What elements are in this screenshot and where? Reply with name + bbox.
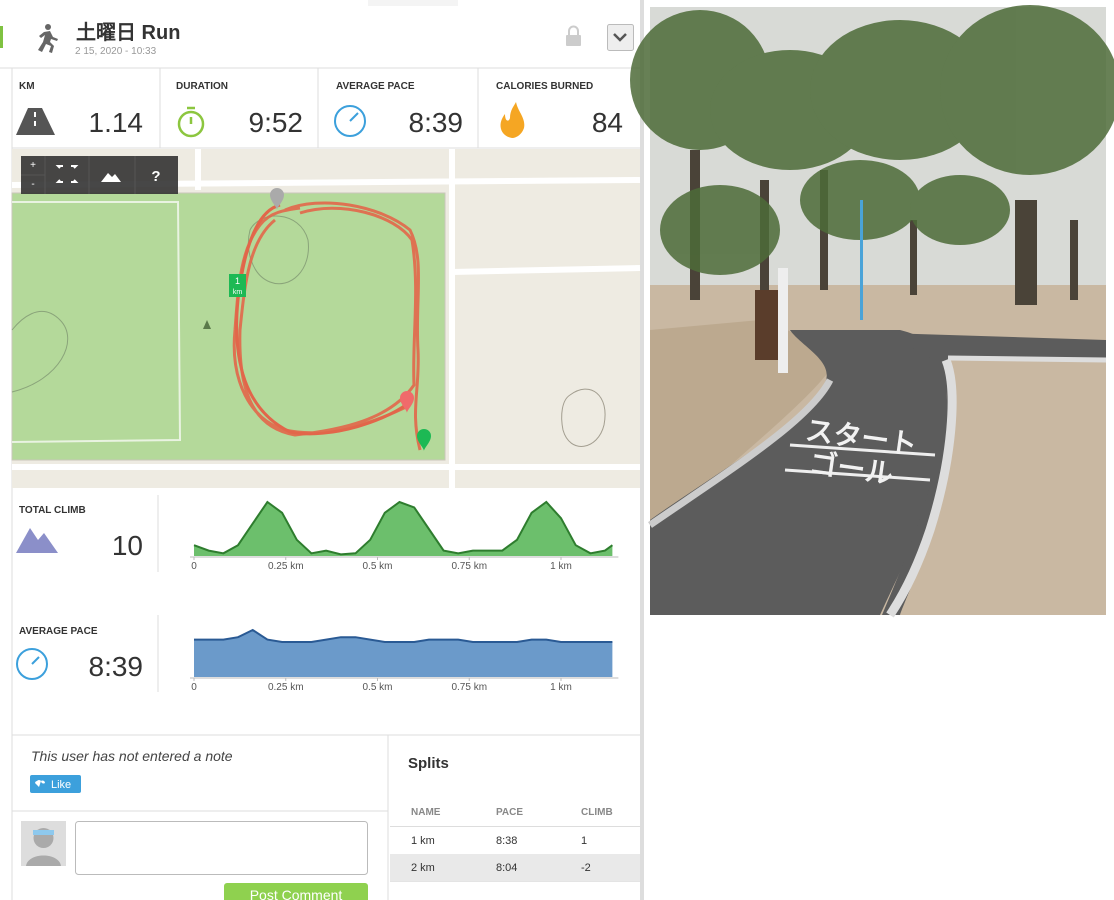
section-label: TOTAL CLIMB xyxy=(19,505,86,516)
map-marker: 1 xyxy=(235,276,240,286)
title: 土曜日 Run xyxy=(76,21,180,44)
tab xyxy=(368,0,458,6)
stat-value: 84 xyxy=(592,107,623,138)
avatar xyxy=(21,821,66,866)
zoom-out[interactable]: - xyxy=(31,179,34,190)
lock-icon xyxy=(566,25,581,46)
mountain-icon xyxy=(16,528,58,553)
stat-label: KM xyxy=(19,81,35,92)
photo xyxy=(630,5,1114,618)
x-tick-label: 0.25 km xyxy=(268,561,304,572)
splits-table: NAME PACE CLIMB 1 km 8:38 1 2 km 8:04 -2 xyxy=(390,807,640,882)
comment-box[interactable] xyxy=(75,821,368,875)
zoom-in[interactable]: + xyxy=(30,160,36,171)
road-icon xyxy=(16,108,55,135)
stat-value: 9:52 xyxy=(249,107,304,138)
x-tick-label: 0.5 km xyxy=(362,682,392,693)
map-marker: km xyxy=(233,289,243,296)
pace-average: 8:39 xyxy=(89,651,144,682)
x-tick-label: 0.75 km xyxy=(451,682,487,693)
split-cell: 8:04 xyxy=(496,862,517,874)
area xyxy=(194,502,613,556)
run-icon xyxy=(38,24,58,53)
x-tick-label: 1 km xyxy=(550,561,572,572)
pace-icon xyxy=(16,648,48,680)
area-line xyxy=(194,628,613,643)
column-header: NAME xyxy=(411,807,441,818)
split-cell: 1 xyxy=(581,835,587,847)
split-row xyxy=(390,827,640,854)
stat-value: 1.14 xyxy=(89,107,144,138)
flame-icon xyxy=(500,102,525,138)
post-label[interactable]: Post Comment xyxy=(250,887,343,900)
split-cell: 2 km xyxy=(411,862,435,874)
split-cell: 1 km xyxy=(411,835,435,847)
timer-icon xyxy=(177,106,205,138)
climb-total: 10 xyxy=(112,530,143,561)
like-button[interactable] xyxy=(30,775,81,793)
stat-label: AVERAGE PACE xyxy=(336,81,415,92)
column-header: PACE xyxy=(496,807,523,818)
note: This user has not entered a note xyxy=(31,748,233,764)
split-cell: 8:38 xyxy=(496,835,517,847)
post-button[interactable] xyxy=(224,883,368,900)
column-header: CLIMB xyxy=(581,807,613,818)
datetime: 2 15, 2020 - 10:33 xyxy=(75,46,157,57)
section-label: AVERAGE PACE xyxy=(19,626,98,637)
area xyxy=(194,630,613,677)
x-tick-label: 0.5 km xyxy=(362,561,392,572)
x-tick-label: 0.25 km xyxy=(268,682,304,693)
like-label[interactable]: Like xyxy=(51,779,71,791)
splits-title: Splits xyxy=(408,755,449,772)
map xyxy=(11,149,641,488)
map-controls[interactable] xyxy=(21,156,178,194)
x-tick-label: 0 xyxy=(191,561,197,572)
split-cell: -2 xyxy=(581,862,591,874)
x-tick-label: 1 km xyxy=(550,682,572,693)
stat-label: DURATION xyxy=(176,81,228,92)
heart xyxy=(35,780,45,787)
pace-icon xyxy=(334,105,366,137)
x-tick-label: 0 xyxy=(191,682,197,693)
dropdown[interactable] xyxy=(607,24,634,51)
stat-value: 8:39 xyxy=(409,107,464,138)
area-line xyxy=(193,500,613,556)
x-tick-label: 0.75 km xyxy=(451,561,487,572)
split-row xyxy=(390,854,640,881)
stat-label: CALORIES BURNED xyxy=(496,81,593,92)
accent xyxy=(0,26,3,48)
help[interactable]: ? xyxy=(151,168,160,185)
divider xyxy=(640,0,644,900)
